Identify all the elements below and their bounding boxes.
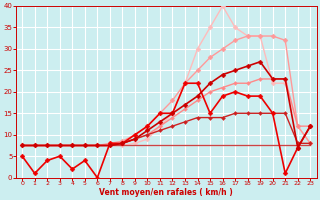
X-axis label: Vent moyen/en rafales ( km/h ): Vent moyen/en rafales ( km/h ) (100, 188, 233, 197)
